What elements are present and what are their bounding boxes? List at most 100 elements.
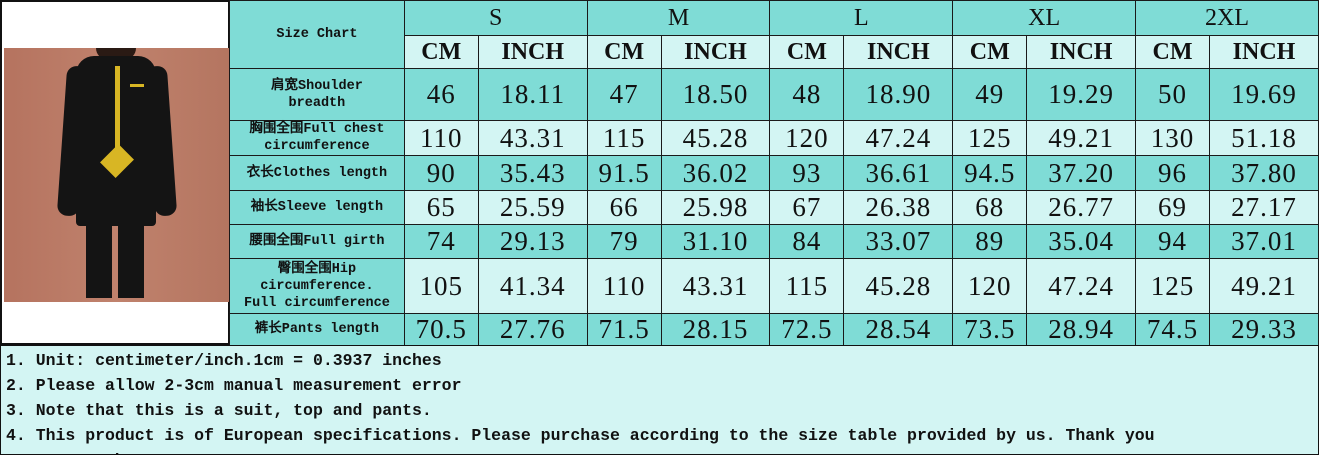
cm-value: 50 xyxy=(1135,68,1211,121)
inch-value: 45.28 xyxy=(843,258,954,314)
measurement-label: 裤长Pants length xyxy=(229,313,405,346)
cm-value: 115 xyxy=(769,258,845,314)
cm-value: 46 xyxy=(403,68,479,121)
cm-value: 120 xyxy=(952,258,1028,314)
table-row: 臀围全围Hip circumference. Full circumference 1… xyxy=(229,258,1319,314)
cm-value: 89 xyxy=(952,224,1028,259)
product-photo-frame xyxy=(0,0,230,345)
inch-value: 37.80 xyxy=(1209,155,1319,191)
table-row: 袖长Sleeve length 65 25.59 66 25.98 67 26.38 68 26… xyxy=(229,190,1319,225)
cm-value: 48 xyxy=(769,68,845,121)
unit-header: INCH xyxy=(1026,35,1137,69)
inch-value: 18.50 xyxy=(660,68,771,121)
table-row: 衣长Clothes length 90 35.43 91.5 36.02 93 36.61 9… xyxy=(229,155,1319,191)
cm-value: 69 xyxy=(1135,190,1211,225)
label-line: 胸围全围Full chest xyxy=(249,122,385,137)
label-line: 臀围全围Hip xyxy=(277,261,357,277)
cm-value: 49 xyxy=(952,68,1028,121)
inch-value: 18.90 xyxy=(843,68,954,121)
cm-value: 105 xyxy=(403,258,479,314)
size-header: L xyxy=(769,0,954,36)
inch-value: 47.24 xyxy=(843,120,954,156)
label-line: 腰围全围Full girth xyxy=(249,234,385,249)
cm-value: 66 xyxy=(586,190,662,225)
cm-value: 110 xyxy=(403,120,479,156)
cm-value: 94.5 xyxy=(952,155,1028,191)
inch-value: 49.21 xyxy=(1026,120,1137,156)
size-table: Size Chart S M L XL 2XL CM INCH CM INCH CM INCH CM IN… xyxy=(229,0,1319,346)
measurement-label: 肩宽Shoulder breadth xyxy=(229,68,405,121)
note-line: 3. Note that this is a suit, top and pan… xyxy=(6,401,432,420)
unit-header: CM xyxy=(586,35,662,69)
label-line: circumference xyxy=(264,139,370,154)
size-header-row: Size Chart S M L XL 2XL xyxy=(229,0,1319,69)
inch-value: 37.01 xyxy=(1209,224,1319,259)
inch-value: 49.21 xyxy=(1209,258,1319,314)
inch-value: 27.76 xyxy=(477,313,588,346)
inch-value: 31.10 xyxy=(660,224,771,259)
measurement-label: 腰围全围Full girth xyxy=(229,224,405,259)
label-line: Full circumference xyxy=(244,295,390,311)
cm-value: 110 xyxy=(586,258,662,314)
notes-panel: 1. Unit: centimeter/inch.1cm = 0.3937 in… xyxy=(0,345,1319,455)
unit-header: CM xyxy=(1135,35,1211,69)
inch-value: 28.15 xyxy=(660,313,771,346)
cm-value: 94 xyxy=(1135,224,1211,259)
measurement-label: 臀围全围Hip circumference. Full circumference xyxy=(229,258,405,314)
inch-value: 47.24 xyxy=(1026,258,1137,314)
measurement-label: 衣长Clothes length xyxy=(229,155,405,191)
inch-value: 43.31 xyxy=(477,120,588,156)
note-line: 1. Unit: centimeter/inch.1cm = 0.3937 in… xyxy=(6,351,442,370)
label-line: 肩宽Shoulder xyxy=(271,78,363,94)
cm-value: 71.5 xyxy=(586,313,662,346)
inch-value: 28.54 xyxy=(843,313,954,346)
inch-value: 28.94 xyxy=(1026,313,1137,346)
cm-value: 125 xyxy=(952,120,1028,156)
inch-value: 37.20 xyxy=(1026,155,1137,191)
corner-label: Size Chart xyxy=(229,0,405,69)
note-line: very much. xyxy=(6,448,1318,454)
measurement-label: 袖长Sleeve length xyxy=(229,190,405,225)
size-header: XL xyxy=(952,0,1137,36)
cm-value: 130 xyxy=(1135,120,1211,156)
product-photo xyxy=(4,48,230,302)
cm-value: 90 xyxy=(403,155,479,191)
inch-value: 45.28 xyxy=(660,120,771,156)
inch-value: 26.38 xyxy=(843,190,954,225)
inch-value: 18.11 xyxy=(477,68,588,121)
inch-value: 33.07 xyxy=(843,224,954,259)
cm-value: 96 xyxy=(1135,155,1211,191)
inch-value: 35.43 xyxy=(477,155,588,191)
cm-value: 65 xyxy=(403,190,479,225)
table-row: 裤长Pants length 70.5 27.76 71.5 28.15 72.5 28.5… xyxy=(229,313,1319,346)
unit-header: INCH xyxy=(477,35,588,69)
size-header: M xyxy=(586,0,771,36)
cm-value: 84 xyxy=(769,224,845,259)
cm-value: 72.5 xyxy=(769,313,845,346)
cm-value: 115 xyxy=(586,120,662,156)
inch-value: 19.69 xyxy=(1209,68,1319,121)
cm-value: 73.5 xyxy=(952,313,1028,346)
measurement-label: 胸围全围Full chest circumference xyxy=(229,120,405,156)
size-header: S xyxy=(403,0,588,36)
cm-value: 120 xyxy=(769,120,845,156)
note-line: 2. Please allow 2-3cm manual measurement… xyxy=(6,376,462,395)
inch-value: 41.34 xyxy=(477,258,588,314)
cm-value: 68 xyxy=(952,190,1028,225)
inch-value: 35.04 xyxy=(1026,224,1137,259)
label-line: 裤长Pants length xyxy=(254,322,380,337)
label-line: circumference. xyxy=(260,278,374,294)
table-row: 胸围全围Full chest circumference 110 43.31 115 45… xyxy=(229,120,1319,156)
unit-header: CM xyxy=(403,35,479,69)
cm-value: 125 xyxy=(1135,258,1211,314)
cm-value: 67 xyxy=(769,190,845,225)
unit-header: CM xyxy=(769,35,845,69)
cm-value: 74.5 xyxy=(1135,313,1211,346)
cm-value: 91.5 xyxy=(586,155,662,191)
inch-value: 25.98 xyxy=(660,190,771,225)
note-line: 4. This product is of European specifica… xyxy=(6,426,1155,445)
unit-header: INCH xyxy=(843,35,954,69)
cm-value: 93 xyxy=(769,155,845,191)
table-row: 肩宽Shoulder breadth 46 18.11 47 18.50 48 18.90 49… xyxy=(229,68,1319,121)
size-header: 2XL xyxy=(1135,0,1319,36)
